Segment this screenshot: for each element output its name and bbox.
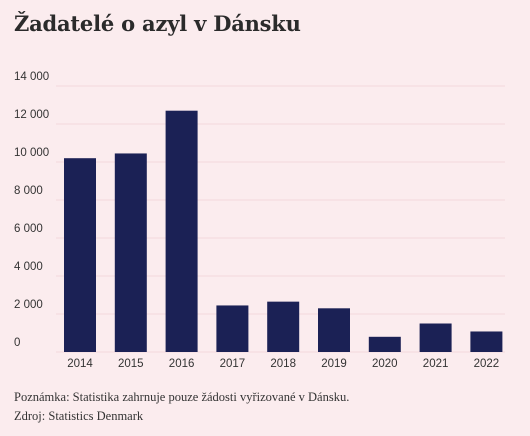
source-note: Zdroj: Statistics Denmark: [14, 409, 144, 423]
x-tick-label: 2020: [372, 358, 398, 370]
y-tick-label: 6 000: [14, 223, 43, 235]
bar-2016: [165, 110, 198, 352]
y-tick-label: 2 000: [14, 299, 43, 311]
x-tick-label: 2015: [118, 358, 144, 370]
x-tick-label: 2017: [220, 358, 246, 370]
y-tick-label: 12 000: [14, 109, 49, 121]
chart-footer: Poznámka: Statistika zahrnuje pouze žádo…: [14, 388, 349, 426]
x-tick-label: 2016: [169, 358, 195, 370]
y-tick-label: 14 000: [14, 71, 49, 83]
bar-2017: [216, 305, 249, 352]
y-tick-label: 0: [14, 337, 20, 349]
y-tick-label: 8 000: [14, 185, 43, 197]
y-tick-label: 4 000: [14, 261, 43, 273]
x-tick-label: 2022: [474, 358, 500, 370]
bar-2018: [267, 301, 300, 352]
bar-2021: [419, 323, 452, 352]
y-tick-label: 10 000: [14, 147, 49, 159]
bar-2014: [64, 158, 96, 352]
bar-chart: 0 2 000 4 000 6 000 8 000 10 000 12 000 14 000 2…: [14, 71, 505, 370]
x-tick-label: 2018: [270, 358, 296, 370]
chart-title: Žadatelé o azyl v Dánsku: [14, 11, 301, 36]
footnote: Poznámka: Statistika zahrnuje pouze žádo…: [14, 390, 350, 404]
bar-2022: [470, 331, 503, 352]
x-tick-label: 2021: [423, 358, 449, 370]
x-tick-label: 2019: [321, 358, 347, 370]
x-tick-label: 2014: [67, 358, 93, 370]
bar-2020: [368, 336, 401, 352]
bar-2015: [114, 153, 147, 352]
bar-2019: [318, 308, 350, 352]
